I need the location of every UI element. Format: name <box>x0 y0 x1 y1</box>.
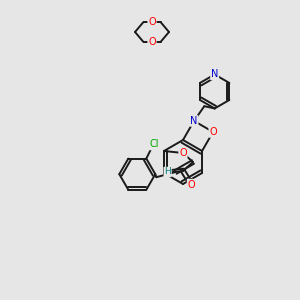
Text: H: H <box>164 167 171 176</box>
Text: O: O <box>179 148 187 158</box>
Text: N: N <box>190 116 198 126</box>
Text: O: O <box>148 37 156 47</box>
Text: N: N <box>211 70 218 80</box>
Text: O: O <box>148 17 156 27</box>
Text: O: O <box>209 127 217 137</box>
Text: O: O <box>188 180 195 190</box>
Text: Cl: Cl <box>150 140 159 149</box>
